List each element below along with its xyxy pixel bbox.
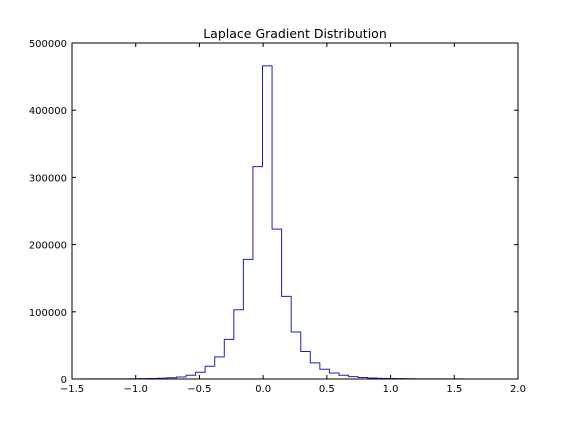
y-tick-label: 200000	[29, 241, 67, 252]
y-tick-label: 500000	[29, 39, 67, 50]
y-tick-label: 100000	[29, 308, 67, 319]
x-tick-label: 2.0	[510, 384, 526, 395]
x-tick-label: −0.5	[187, 384, 211, 395]
histogram-step-line	[80, 65, 464, 380]
x-tick-label: 0.5	[319, 384, 335, 395]
plot-frame	[71, 42, 519, 380]
x-tick-label: 1.5	[446, 384, 462, 395]
chart-title: Laplace Gradient Distribution	[203, 26, 387, 41]
x-tick-label: −1.0	[124, 384, 148, 395]
y-tick-label: 300000	[29, 173, 67, 184]
y-tick-label: 0	[61, 375, 67, 386]
x-tick-label: −1.5	[60, 384, 84, 395]
x-tick-label: 1.0	[383, 384, 399, 395]
y-tick-label: 400000	[29, 106, 67, 117]
x-tick-label: 0.0	[255, 384, 271, 395]
